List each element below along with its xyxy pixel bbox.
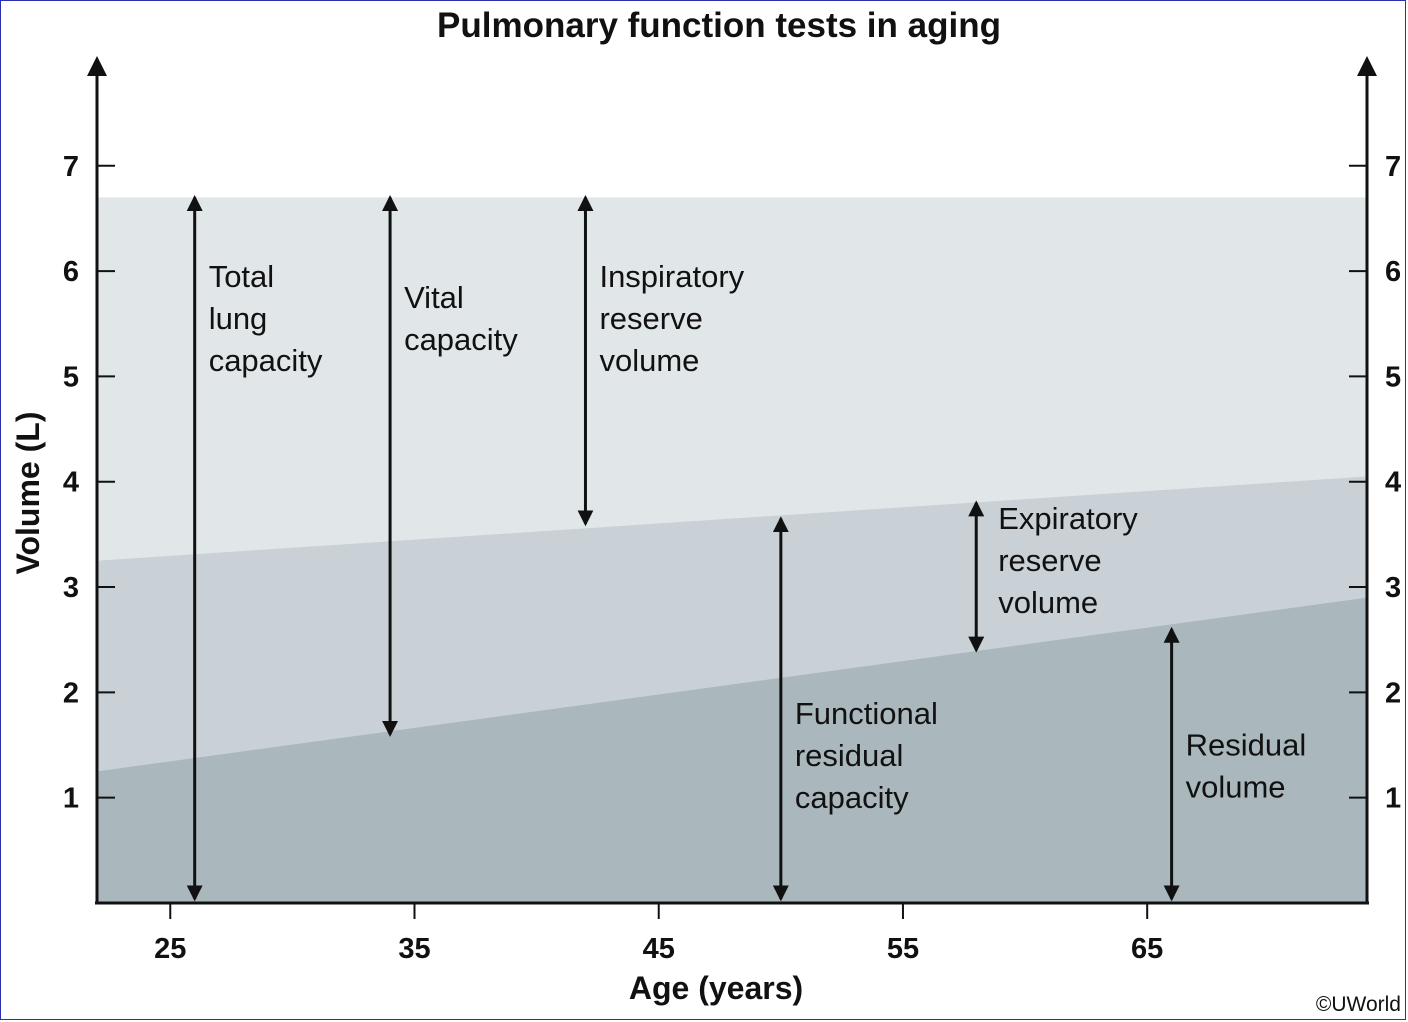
x-tick-label: 45 — [643, 933, 675, 965]
y-tick-label-right: 3 — [1385, 572, 1401, 604]
irv-label-line: reserve — [599, 301, 702, 336]
tlc-label: Total lung capacity — [209, 259, 323, 378]
rv-label-line: volume — [1186, 770, 1286, 805]
vc-label-line: Vital — [404, 280, 464, 315]
y-tick-label-left: 4 — [63, 467, 79, 499]
rv-label: Residual volume — [1186, 728, 1307, 805]
y-tick-label-right: 7 — [1385, 151, 1401, 183]
copyright-text: ©UWorld — [1316, 993, 1401, 1016]
erv-label-line: Expiratory — [998, 501, 1138, 536]
y-tick-label-left: 3 — [63, 572, 79, 604]
y-tick-label-left: 2 — [63, 677, 79, 709]
y-axis-label: Volume (L) — [10, 412, 46, 575]
frc-label-line: residual — [795, 738, 904, 773]
y-tick-label-right: 5 — [1385, 361, 1401, 393]
x-axis-label: Age (years) — [629, 970, 803, 1006]
y-tick-label-left: 7 — [63, 151, 79, 183]
frc-label-line: capacity — [795, 780, 909, 815]
tlc-label-line: capacity — [209, 343, 323, 378]
vc-label-line: capacity — [404, 322, 518, 357]
irv-label-line: Inspiratory — [599, 259, 744, 294]
vc-label: Vital capacity — [404, 280, 518, 357]
erv-label: Expiratory reserve volume — [998, 501, 1138, 620]
y-tick-label-left: 1 — [63, 783, 79, 815]
tlc-label-line: lung — [209, 301, 268, 336]
x-tick-label: 25 — [154, 933, 186, 965]
y-tick-label-right: 4 — [1385, 467, 1401, 499]
tlc-label-line: Total — [209, 259, 274, 294]
y-tick-label-right: 1 — [1385, 783, 1401, 815]
erv-label-line: reserve — [998, 543, 1101, 578]
frc-label-line: Functional — [795, 696, 938, 731]
y-tick-label-left: 6 — [63, 256, 79, 288]
rv-label-line: Residual — [1186, 728, 1307, 763]
y-tick-label-left: 5 — [63, 361, 79, 393]
y-tick-label-right: 6 — [1385, 256, 1401, 288]
y-tick-label-right: 2 — [1385, 677, 1401, 709]
x-tick-label: 55 — [887, 933, 919, 965]
x-tick-label: 35 — [398, 933, 430, 965]
rv-band — [97, 597, 1367, 903]
irv-label: Inspiratory reserve volume — [599, 259, 744, 378]
irv-label-line: volume — [599, 343, 699, 378]
erv-label-line: volume — [998, 585, 1098, 620]
frc-label: Functional residual capacity — [795, 696, 938, 815]
x-tick-label: 65 — [1131, 933, 1163, 965]
chart-title: Pulmonary function tests in aging — [437, 6, 1001, 45]
